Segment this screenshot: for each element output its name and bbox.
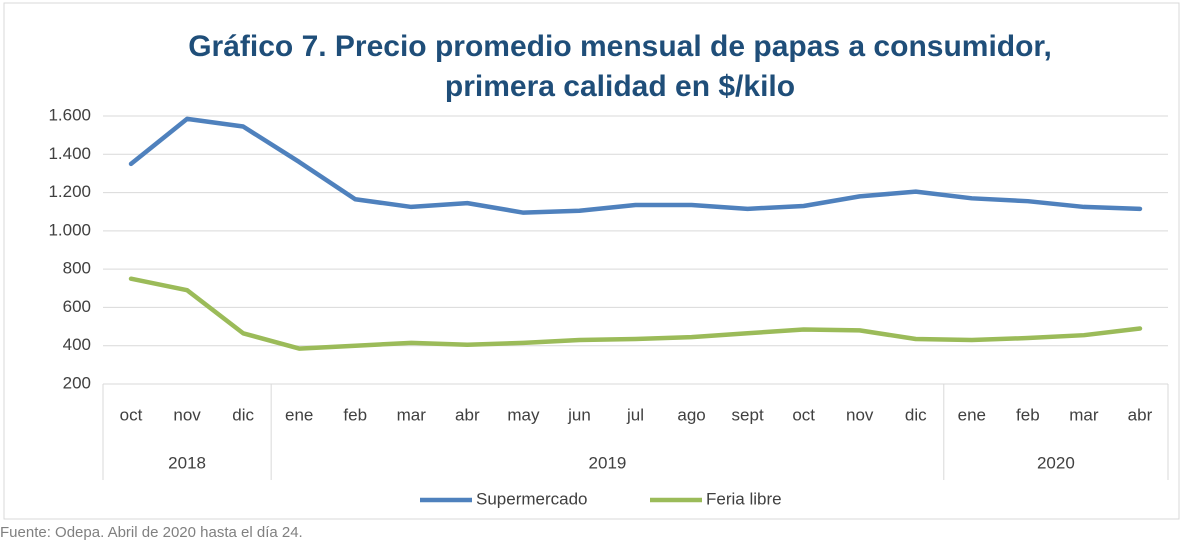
y-tick-label: 1.000 xyxy=(48,220,91,239)
x-tick-label: abr xyxy=(1128,405,1153,424)
x-tick-label: jun xyxy=(567,405,591,424)
source-note: Fuente: Odepa. Abril de 2020 hasta el dí… xyxy=(0,524,303,541)
data-line xyxy=(128,116,1143,215)
x-tick-label: ago xyxy=(677,405,705,424)
y-tick-label: 400 xyxy=(63,335,91,354)
x-tick-label: ene xyxy=(958,405,986,424)
x-tick-label: oct xyxy=(120,405,143,424)
legend-label: Feria libre xyxy=(706,489,782,508)
y-tick-label: 200 xyxy=(63,373,91,392)
x-tick-label: abr xyxy=(455,405,480,424)
x-tick-label: ene xyxy=(285,405,313,424)
y-tick-label: 1.600 xyxy=(48,105,91,124)
x-tick-label: oct xyxy=(792,405,815,424)
chart-border xyxy=(3,2,1180,520)
y-tick-label: 800 xyxy=(63,259,91,278)
chart-title: Gráfico 7. Precio promedio mensual de pa… xyxy=(188,30,1052,63)
y-tick-label: 1.400 xyxy=(48,144,91,163)
y-tick-label: 600 xyxy=(63,297,91,316)
x-tick-label: feb xyxy=(1016,405,1040,424)
x-tick-label: mar xyxy=(397,405,427,424)
x-group-label: 2020 xyxy=(1037,453,1075,472)
data-line xyxy=(128,276,1143,351)
x-tick-label: feb xyxy=(343,405,367,424)
chart-title: primera calidad en $/kilo xyxy=(445,70,795,103)
legend-label: Supermercado xyxy=(476,489,588,508)
x-tick-label: jul xyxy=(626,405,644,424)
x-tick-label: may xyxy=(507,405,540,424)
x-tick-label: dic xyxy=(905,405,927,424)
x-tick-label: dic xyxy=(232,405,254,424)
x-group-label: 2019 xyxy=(589,453,627,472)
y-tick-label: 1.200 xyxy=(48,182,91,201)
x-group-label: 2018 xyxy=(168,453,206,472)
x-tick-label: nov xyxy=(846,405,874,424)
x-tick-label: nov xyxy=(173,405,201,424)
x-tick-label: sept xyxy=(732,405,764,424)
x-tick-label: mar xyxy=(1069,405,1099,424)
